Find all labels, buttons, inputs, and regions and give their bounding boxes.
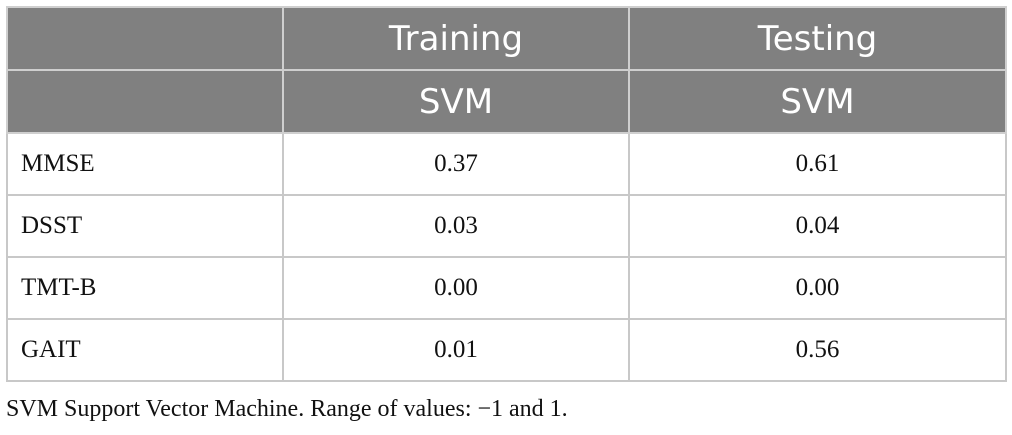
- table-row: DSST 0.03 0.04: [6, 194, 1007, 258]
- row-label: GAIT: [6, 318, 284, 382]
- testing-value: 0.04: [628, 194, 1007, 258]
- table-header: Training Testing SVM SVM: [6, 6, 1007, 134]
- row-label: DSST: [6, 194, 284, 258]
- row-label: MMSE: [6, 132, 284, 196]
- header-training: Training: [282, 6, 630, 71]
- subheader-empty-cell: [6, 69, 284, 134]
- subheader-training-svm: SVM: [282, 69, 630, 134]
- table-body: MMSE 0.37 0.61 DSST 0.03 0.04 TMT-B 0.00…: [6, 132, 1007, 382]
- training-value: 0.03: [282, 194, 630, 258]
- table-row: TMT-B 0.00 0.00: [6, 256, 1007, 320]
- testing-value: 0.61: [628, 132, 1007, 196]
- header-row-1: Training Testing: [6, 6, 1007, 71]
- training-value: 0.01: [282, 318, 630, 382]
- testing-value: 0.56: [628, 318, 1007, 382]
- table-footnote: SVM Support Vector Machine. Range of val…: [6, 396, 568, 422]
- training-value: 0.00: [282, 256, 630, 320]
- table-row: GAIT 0.01 0.56: [6, 318, 1007, 382]
- header-row-2: SVM SVM: [6, 69, 1007, 134]
- header-empty-cell: [6, 6, 284, 71]
- training-value: 0.37: [282, 132, 630, 196]
- results-table: Training Testing SVM SVM MMSE 0.37 0.61 …: [6, 6, 1007, 382]
- table-row: MMSE 0.37 0.61: [6, 132, 1007, 196]
- row-label: TMT-B: [6, 256, 284, 320]
- subheader-testing-svm: SVM: [628, 69, 1007, 134]
- testing-value: 0.00: [628, 256, 1007, 320]
- header-testing: Testing: [628, 6, 1007, 71]
